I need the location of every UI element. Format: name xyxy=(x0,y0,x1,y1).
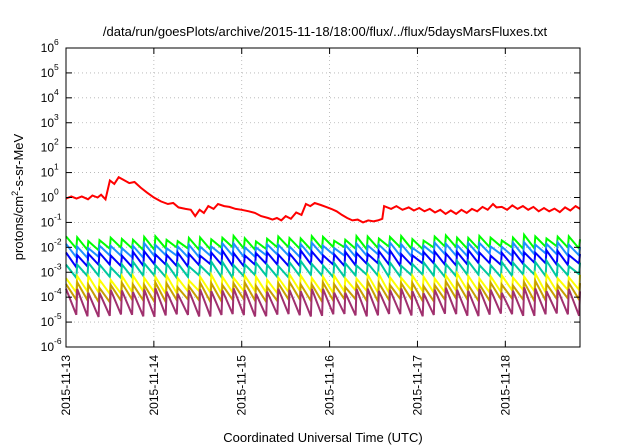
y-tick-label: 10 xyxy=(41,340,55,354)
y-axis-label-rest: -s-sr-MeV xyxy=(11,133,26,190)
chart-title: /data/run/goesPlots/archive/2015-11-18/1… xyxy=(103,24,548,39)
y-axis-label-sup: 2 xyxy=(10,191,20,196)
series-line-5 xyxy=(65,257,581,281)
x-axis-label: Coordinated Universal Time (UTC) xyxy=(223,430,422,445)
y-tick-label: 10 xyxy=(41,166,55,180)
y-tick-label: 10 xyxy=(41,315,55,329)
y-axis-ticks: 10 -610 -510 -410 -310 -210 -110 010 110 210 310 41… xyxy=(41,37,580,354)
y-tick-base: 10 xyxy=(41,240,55,254)
y-axis-label: protons/cm2-s-sr-MeV xyxy=(10,133,26,260)
y-tick-label: 10 xyxy=(41,41,55,55)
y-tick-exponent: 4 xyxy=(54,87,59,97)
series-line-4 xyxy=(65,247,581,271)
x-tick-label: 2015-11-15 xyxy=(235,355,249,416)
y-tick-base: 10 xyxy=(41,41,55,55)
y-tick-base: 10 xyxy=(41,116,55,130)
y-tick-exponent: 1 xyxy=(54,162,59,172)
y-tick-label: 10 xyxy=(41,91,55,105)
x-tick-label: 2015-11-14 xyxy=(147,355,161,416)
series-line-1 xyxy=(65,175,581,224)
y-tick-base: 10 xyxy=(41,215,55,229)
x-axis-ticks: 2015-11-13 2015-11-14 2015-11-15 2015-11-16… xyxy=(59,48,512,416)
y-tick-exponent: -2 xyxy=(54,236,62,246)
x-tick-label: 2015-11-13 xyxy=(59,355,73,416)
y-axis-label-base: protons/cm xyxy=(11,196,26,260)
x-tick-label: 2015-11-17 xyxy=(410,355,424,416)
y-tick-exponent: -4 xyxy=(54,286,62,296)
y-tick-base: 10 xyxy=(41,290,55,304)
y-tick-exponent: -5 xyxy=(54,311,62,321)
y-tick-exponent: 5 xyxy=(54,62,59,72)
y-tick-label: 10 xyxy=(41,240,55,254)
y-tick-exponent: 6 xyxy=(54,37,59,47)
y-tick-base: 10 xyxy=(41,191,55,205)
y-tick-exponent: -1 xyxy=(54,211,62,221)
y-tick-exponent: -6 xyxy=(54,336,62,346)
x-tick-label: 2015-11-16 xyxy=(323,355,337,416)
y-tick-base: 10 xyxy=(41,166,55,180)
y-tick-label: 10 xyxy=(41,191,55,205)
y-tick-base: 10 xyxy=(41,66,55,80)
x-tick-label: 2015-11-18 xyxy=(498,355,512,416)
y-tick-label: 10 xyxy=(41,141,55,155)
y-tick-exponent: 2 xyxy=(54,137,59,147)
y-tick-label: 10 xyxy=(41,116,55,130)
y-tick-label: 10 xyxy=(41,265,55,279)
data-series xyxy=(65,175,581,318)
y-tick-base: 10 xyxy=(41,315,55,329)
y-tick-exponent: -3 xyxy=(54,261,62,271)
y-tick-base: 10 xyxy=(41,340,55,354)
y-tick-base: 10 xyxy=(41,91,55,105)
y-tick-exponent: 0 xyxy=(54,187,59,197)
y-tick-base: 10 xyxy=(41,141,55,155)
series-line-8 xyxy=(65,287,581,318)
y-tick-exponent: 3 xyxy=(54,112,59,122)
y-tick-label: 10 xyxy=(41,215,55,229)
y-tick-base: 10 xyxy=(41,265,55,279)
y-tick-label: 10 xyxy=(41,290,55,304)
y-tick-label: 10 xyxy=(41,66,55,80)
